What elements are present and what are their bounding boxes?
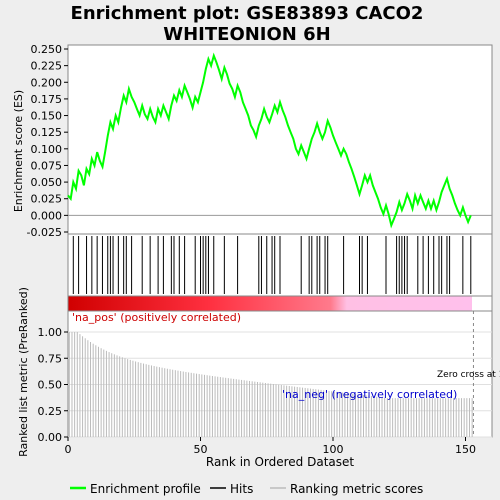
x-tick-label: 150 bbox=[455, 443, 476, 456]
es-y-tick-label: 0.150 bbox=[31, 110, 63, 123]
es-panel bbox=[67, 44, 493, 235]
rank-gradient-tail bbox=[472, 296, 492, 311]
zero-cross-label: Zero cross at 152 bbox=[437, 370, 500, 380]
na-neg-label: 'na_neg' (negatively correlated) bbox=[282, 388, 457, 401]
na-pos-label: 'na_pos' (positively correlated) bbox=[72, 311, 241, 324]
rank-gradient-bar bbox=[68, 296, 472, 311]
x-tick-label: 100 bbox=[323, 443, 344, 456]
chart-title-line2: WHITEONION 6H bbox=[163, 24, 330, 45]
es-y-tick-label: 0.050 bbox=[31, 176, 63, 189]
es-y-tick-label: 0.250 bbox=[31, 43, 63, 56]
legend-hits-label: Hits bbox=[230, 482, 253, 496]
x-tick-label: 0 bbox=[65, 443, 72, 456]
es-y-tick-label: 0.100 bbox=[31, 143, 63, 156]
es-y-tick-label: 0.075 bbox=[31, 159, 63, 172]
ranked-y-axis-label: Ranked list metric (PreRanked) bbox=[17, 287, 30, 457]
ranked-y-tick-label: 1.00 bbox=[38, 326, 63, 339]
ranked-x-axis-label: Rank in Ordered Dataset bbox=[206, 455, 354, 469]
es-y-tick-label: 0.175 bbox=[31, 93, 63, 106]
legend-ranking-label: Ranking metric scores bbox=[290, 482, 423, 496]
x-tick-label: 50 bbox=[194, 443, 208, 456]
ranked-y-tick-label: 0.00 bbox=[38, 431, 63, 444]
es-y-tick-label: 0.000 bbox=[31, 209, 63, 222]
es-y-tick-label: 0.025 bbox=[31, 193, 63, 206]
es-y-axis-label: Enrichment score (ES) bbox=[12, 90, 25, 212]
legend-enrichment-label: Enrichment profile bbox=[90, 482, 201, 496]
ranked-y-tick-label: 0.25 bbox=[38, 405, 63, 418]
es-y-tick-label: 0.125 bbox=[31, 126, 63, 139]
ranked-y-tick-label: 0.50 bbox=[38, 379, 63, 392]
es-y-tick-label: 0.225 bbox=[31, 60, 63, 73]
es-y-tick-label: 0.200 bbox=[31, 76, 63, 89]
ranked-panel bbox=[67, 310, 493, 438]
enrichment-profile-line bbox=[67, 52, 472, 229]
ranked-y-tick-label: 0.75 bbox=[38, 352, 63, 365]
es-y-tick-label: -0.025 bbox=[27, 226, 62, 239]
chart-title-line1: Enrichment plot: GSE83893 CACO2 bbox=[71, 3, 424, 24]
